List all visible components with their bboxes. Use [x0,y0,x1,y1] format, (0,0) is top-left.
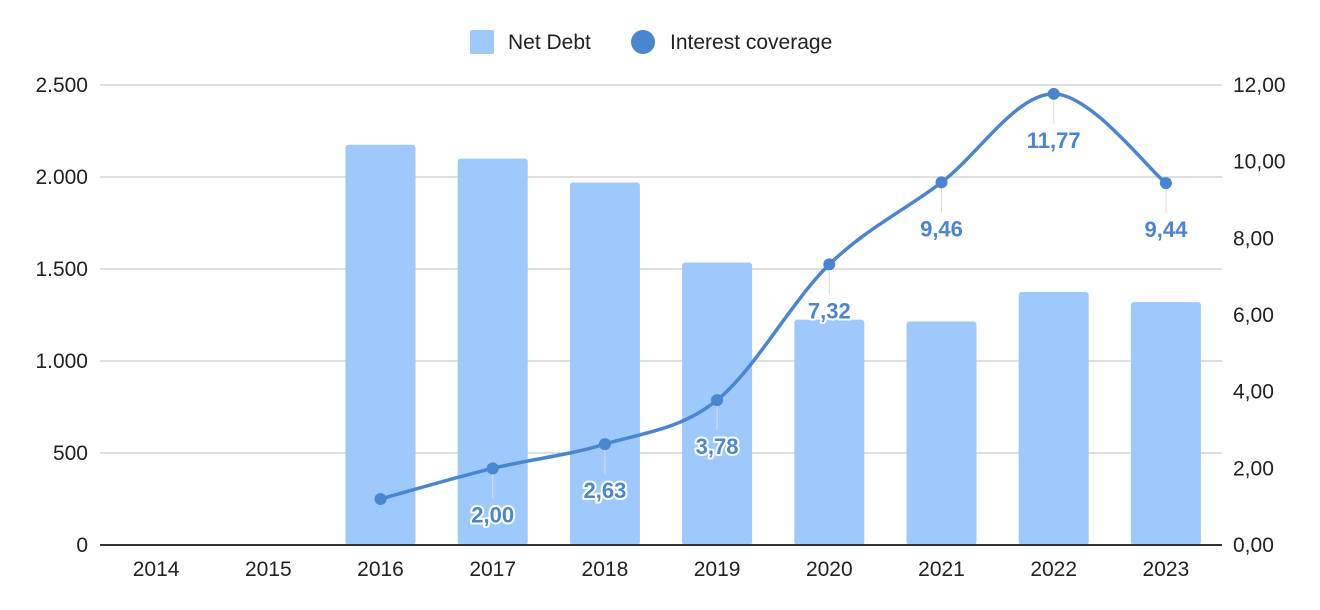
y-right-tick-label: 12,00 [1233,74,1286,97]
data-label-interest-coverage-2020: 7,32 [808,298,851,323]
data-label-interest-coverage-2023: 9,44 [1144,217,1188,242]
x-tick-label-2014: 2014 [133,558,180,581]
data-label-interest-coverage-2019: 3,78 [696,434,739,459]
bar-net-debt-2018 [569,182,640,545]
y-right-tick-label: 2,00 [1233,457,1274,480]
point-interest-coverage-2021 [935,176,948,189]
line-series-interest-coverage [374,87,1172,505]
legend: Net Debt Interest coverage [470,30,832,54]
y-left-tick-label: 2.000 [35,166,88,189]
bar-series-net-debt [345,144,1201,546]
point-interest-coverage-2016 [374,493,387,505]
point-interest-coverage-2018 [598,438,611,451]
legend-label-net-debt: Net Debt [508,31,591,54]
x-tick-label-2018: 2018 [582,558,629,581]
x-axis: 2014 2015 2016 2017 2018 2019 2020 2021 2022 2023 [100,544,1222,581]
y-left-tick-label: 500 [53,442,88,465]
legend-label-interest-coverage: Interest coverage [670,31,832,54]
x-tick-label-2022: 2022 [1030,558,1077,581]
data-label-interest-coverage-2017: 2,00 [471,502,514,527]
y-axis-left: 0 500 1.000 1.500 2.000 2.500 [35,74,88,557]
point-interest-coverage-2019 [711,394,724,407]
point-interest-coverage-2020 [823,258,836,271]
point-interest-coverage-2023 [1159,177,1172,190]
y-right-tick-label: 8,00 [1233,227,1274,250]
bar-net-debt-2021 [906,321,977,545]
x-tick-label-2016: 2016 [357,558,404,581]
bar-net-debt-2022 [1018,292,1089,545]
y-right-tick-label: 4,00 [1233,381,1274,404]
point-interest-coverage-2017 [486,462,499,475]
y-axis-right: 0,00 2,00 4,00 6,00 8,00 10,00 12,00 [1233,74,1286,557]
bar-net-debt-2016 [345,144,416,546]
legend-swatch-net-debt [470,30,494,54]
y-right-tick-label: 10,00 [1233,151,1286,174]
data-labels: 2,00 2,63 3,78 7,32 9,46 11,77 9,44 [469,126,1190,530]
y-left-tick-label: 1.500 [35,258,88,281]
x-tick-label-2017: 2017 [469,558,516,581]
x-tick-label-2019: 2019 [694,558,741,581]
y-left-tick-label: 0 [76,534,88,557]
data-label-interest-coverage-2021: 9,46 [920,216,963,241]
x-tick-label-2023: 2023 [1143,558,1190,581]
y-right-tick-label: 0,00 [1233,534,1274,557]
y-left-tick-label: 2.500 [35,74,88,97]
data-label-interest-coverage-2022: 11,77 [1027,128,1081,153]
y-right-tick-label: 6,00 [1233,304,1274,327]
x-tick-label-2021: 2021 [918,558,965,581]
y-left-tick-label: 1.000 [35,350,88,373]
bar-net-debt-2017 [457,158,528,545]
point-interest-coverage-2022 [1047,87,1060,100]
legend-swatch-interest-coverage [631,30,655,54]
x-tick-label-2020: 2020 [806,558,853,581]
data-label-interest-coverage-2018: 2,63 [583,478,626,503]
bar-net-debt-2020 [794,319,865,545]
x-tick-label-2015: 2015 [245,558,292,581]
bar-net-debt-2023 [1130,302,1201,545]
